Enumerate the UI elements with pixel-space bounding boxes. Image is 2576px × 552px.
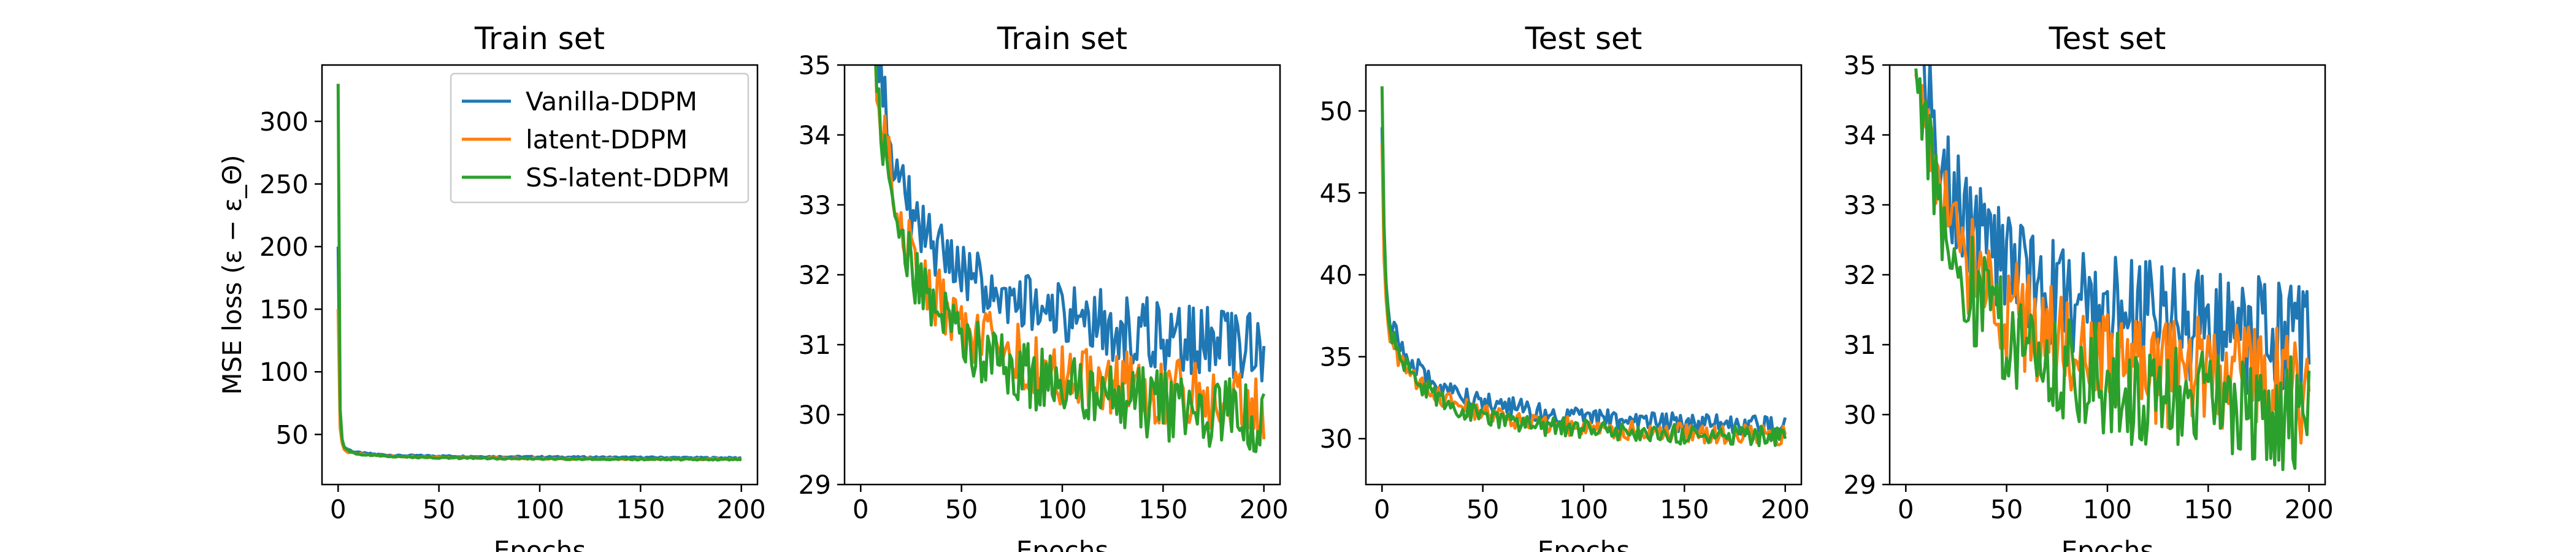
y-tick-label: 100 xyxy=(259,357,309,387)
legend: Vanilla-DDPM latent-DDPM SS-latent-DDPM xyxy=(450,72,749,204)
axes-frame xyxy=(1888,64,2326,486)
x-tick-label: 200 xyxy=(717,494,766,524)
y-tick-label: 29 xyxy=(799,470,831,500)
x-tick-label: 50 xyxy=(945,494,978,524)
series-group xyxy=(1914,65,2311,472)
series-group xyxy=(336,83,742,462)
x-tick-label: 0 xyxy=(1374,494,1390,524)
x-tick-label: 150 xyxy=(1138,494,1187,524)
y-tick-label: 30 xyxy=(799,400,831,430)
chart-title: Train set xyxy=(474,21,605,56)
chart-panel-4: 0 50 100 150 200 29 30 31 32 33 34 35 Test set Epochs xyxy=(1844,21,2334,552)
chart-title: Test set xyxy=(2049,21,2166,56)
legend-box xyxy=(450,72,749,204)
y-tick-label: 250 xyxy=(259,169,309,199)
series-line-ss-latent-ddpm xyxy=(1380,86,1787,448)
y-tick-label: 50 xyxy=(276,420,309,450)
x-tick-label: 200 xyxy=(2285,494,2334,524)
y-tick-label: 31 xyxy=(799,330,831,360)
y-tick-label: 35 xyxy=(1320,342,1352,372)
y-tick-label: 29 xyxy=(1844,470,1876,500)
x-tick-label: 0 xyxy=(330,494,347,524)
series-line-vanilla-ddpm xyxy=(876,65,1266,383)
y-tick-label: 30 xyxy=(1844,400,1876,430)
x-tick-label: 150 xyxy=(616,494,665,524)
series-line-vanilla-ddpm xyxy=(336,247,742,461)
y-axis-label: MSE loss (ε − ε_Θ) xyxy=(217,155,247,394)
y-tick-label: 33 xyxy=(1844,190,1876,220)
legend-entry: Vanilla-DDPM xyxy=(526,86,697,117)
y-tick-label: 32 xyxy=(1844,260,1876,290)
x-tick-label: 100 xyxy=(2083,494,2132,524)
chart-title: Train set xyxy=(997,21,1127,56)
series-line-latent-ddpm xyxy=(336,309,742,461)
x-tick-label: 100 xyxy=(1559,494,1608,524)
y-tick-label: 32 xyxy=(799,260,831,290)
x-axis-label: Epochs xyxy=(494,535,586,552)
chart-title: Test set xyxy=(1525,21,1643,56)
x-tick-label: 200 xyxy=(1240,494,1289,524)
x-tick-label: 150 xyxy=(2183,494,2233,524)
x-tick-label: 200 xyxy=(1761,494,1810,524)
y-tick-label: 50 xyxy=(1320,96,1352,126)
y-tick-label: 30 xyxy=(1320,424,1352,454)
chart-panel-3: 0 50 100 150 200 30 35 40 45 50 Test set Epochs xyxy=(1320,21,1810,552)
chart-panel-1: 0 50 100 150 200 50 100 150 200 250 300 Train set Ep… xyxy=(217,21,766,552)
x-axis-label: Epochs xyxy=(1016,535,1109,552)
x-tick-label: 0 xyxy=(1898,494,1914,524)
x-tick-label: 50 xyxy=(423,494,455,524)
x-axis-label: Epochs xyxy=(1538,535,1630,552)
x-tick-label: 100 xyxy=(515,494,564,524)
legend-entry: latent-DDPM xyxy=(526,125,688,155)
y-tick-label: 35 xyxy=(1844,50,1876,80)
series-line-ss-latent-ddpm xyxy=(336,83,742,462)
x-axis-label: Epochs xyxy=(2061,535,2154,552)
legend-entry: SS-latent-DDPM xyxy=(526,163,730,193)
x-tick-label: 100 xyxy=(1038,494,1087,524)
y-tick-label: 33 xyxy=(799,190,831,220)
y-tick-label: 31 xyxy=(1844,330,1876,360)
chart-panel-2: 0 50 100 150 200 29 30 31 32 33 34 35 Train set Epoch… xyxy=(799,21,1289,552)
series-line-ss-latent-ddpm xyxy=(874,65,1266,453)
y-tick-label: 35 xyxy=(799,50,831,80)
series-line-vanilla-ddpm xyxy=(1922,65,2311,396)
y-tick-label: 300 xyxy=(259,107,309,137)
series-line-ss-latent-ddpm xyxy=(1914,68,2311,472)
x-tick-label: 150 xyxy=(1660,494,1709,524)
y-tick-label: 40 xyxy=(1320,260,1352,290)
x-tick-label: 50 xyxy=(1466,494,1499,524)
y-tick-label: 200 xyxy=(259,232,309,262)
y-tick-label: 34 xyxy=(1844,120,1876,150)
x-tick-label: 0 xyxy=(853,494,869,524)
series-line-vanilla-ddpm xyxy=(1380,127,1787,436)
series-group xyxy=(1380,86,1787,448)
y-tick-label: 45 xyxy=(1320,178,1352,208)
x-tick-label: 50 xyxy=(1990,494,2023,524)
y-tick-label: 150 xyxy=(259,294,309,324)
axes-frame xyxy=(843,64,1281,486)
y-tick-label: 34 xyxy=(799,120,831,150)
series-group xyxy=(874,65,1266,453)
